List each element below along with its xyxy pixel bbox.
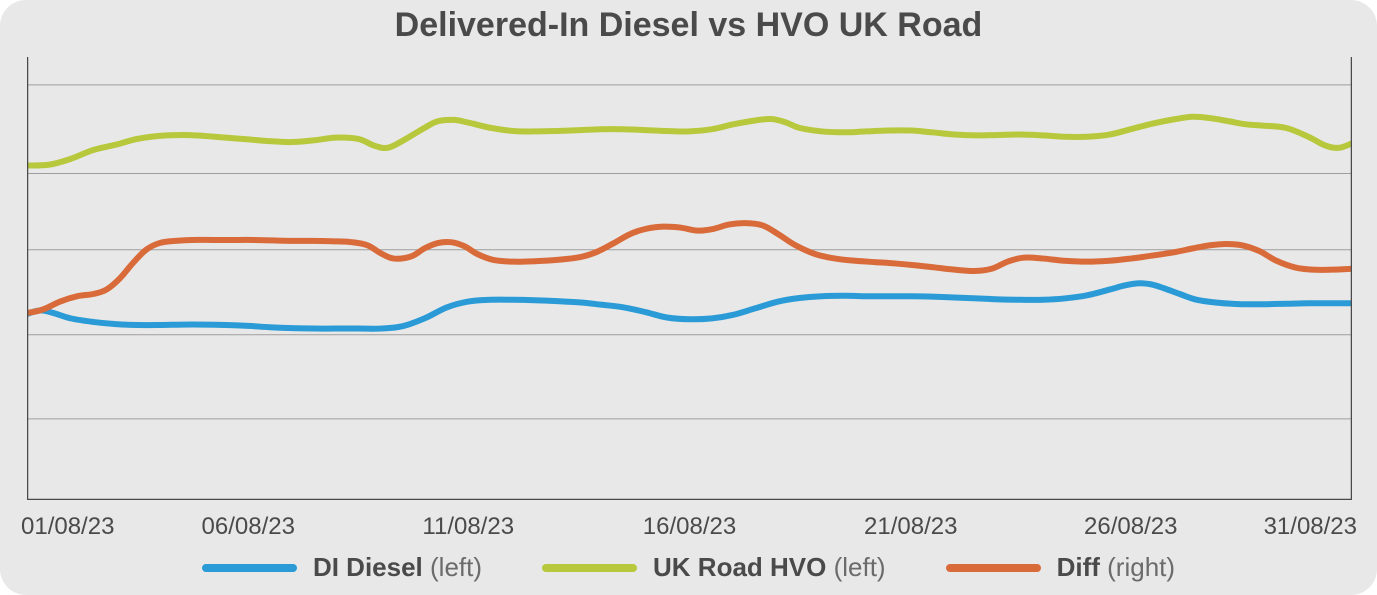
chart-legend: DI Diesel (left) UK Road HVO (left) Diff (…: [0, 552, 1377, 583]
x-tick-label: 11/08/23: [422, 513, 514, 541]
legend-swatch: [946, 564, 1041, 572]
x-tick-label: 01/08/23: [21, 513, 114, 541]
x-tick-label: 31/08/23: [1264, 513, 1357, 541]
x-tick-label: 06/08/23: [202, 513, 295, 541]
x-tick-label: 21/08/23: [864, 513, 957, 541]
legend-label: DI Diesel (left): [313, 552, 482, 583]
chart-title: Delivered-In Diesel vs HVO UK Road: [0, 6, 1377, 45]
x-tick-label: 26/08/23: [1084, 513, 1177, 541]
legend-swatch: [202, 564, 297, 572]
legend-item-diff: Diff (right): [946, 552, 1175, 583]
chart-plot: [27, 57, 1352, 500]
x-tick-label: 16/08/23: [643, 513, 736, 541]
legend-label: UK Road HVO (left): [653, 552, 886, 583]
legend-label: Diff (right): [1057, 552, 1175, 583]
legend-swatch: [542, 564, 637, 572]
chart-card: Delivered-In Diesel vs HVO UK Road 01/08…: [0, 0, 1377, 595]
legend-item-di_diesel: DI Diesel (left): [202, 552, 482, 583]
legend-item-uk_road_hvo: UK Road HVO (left): [542, 552, 886, 583]
